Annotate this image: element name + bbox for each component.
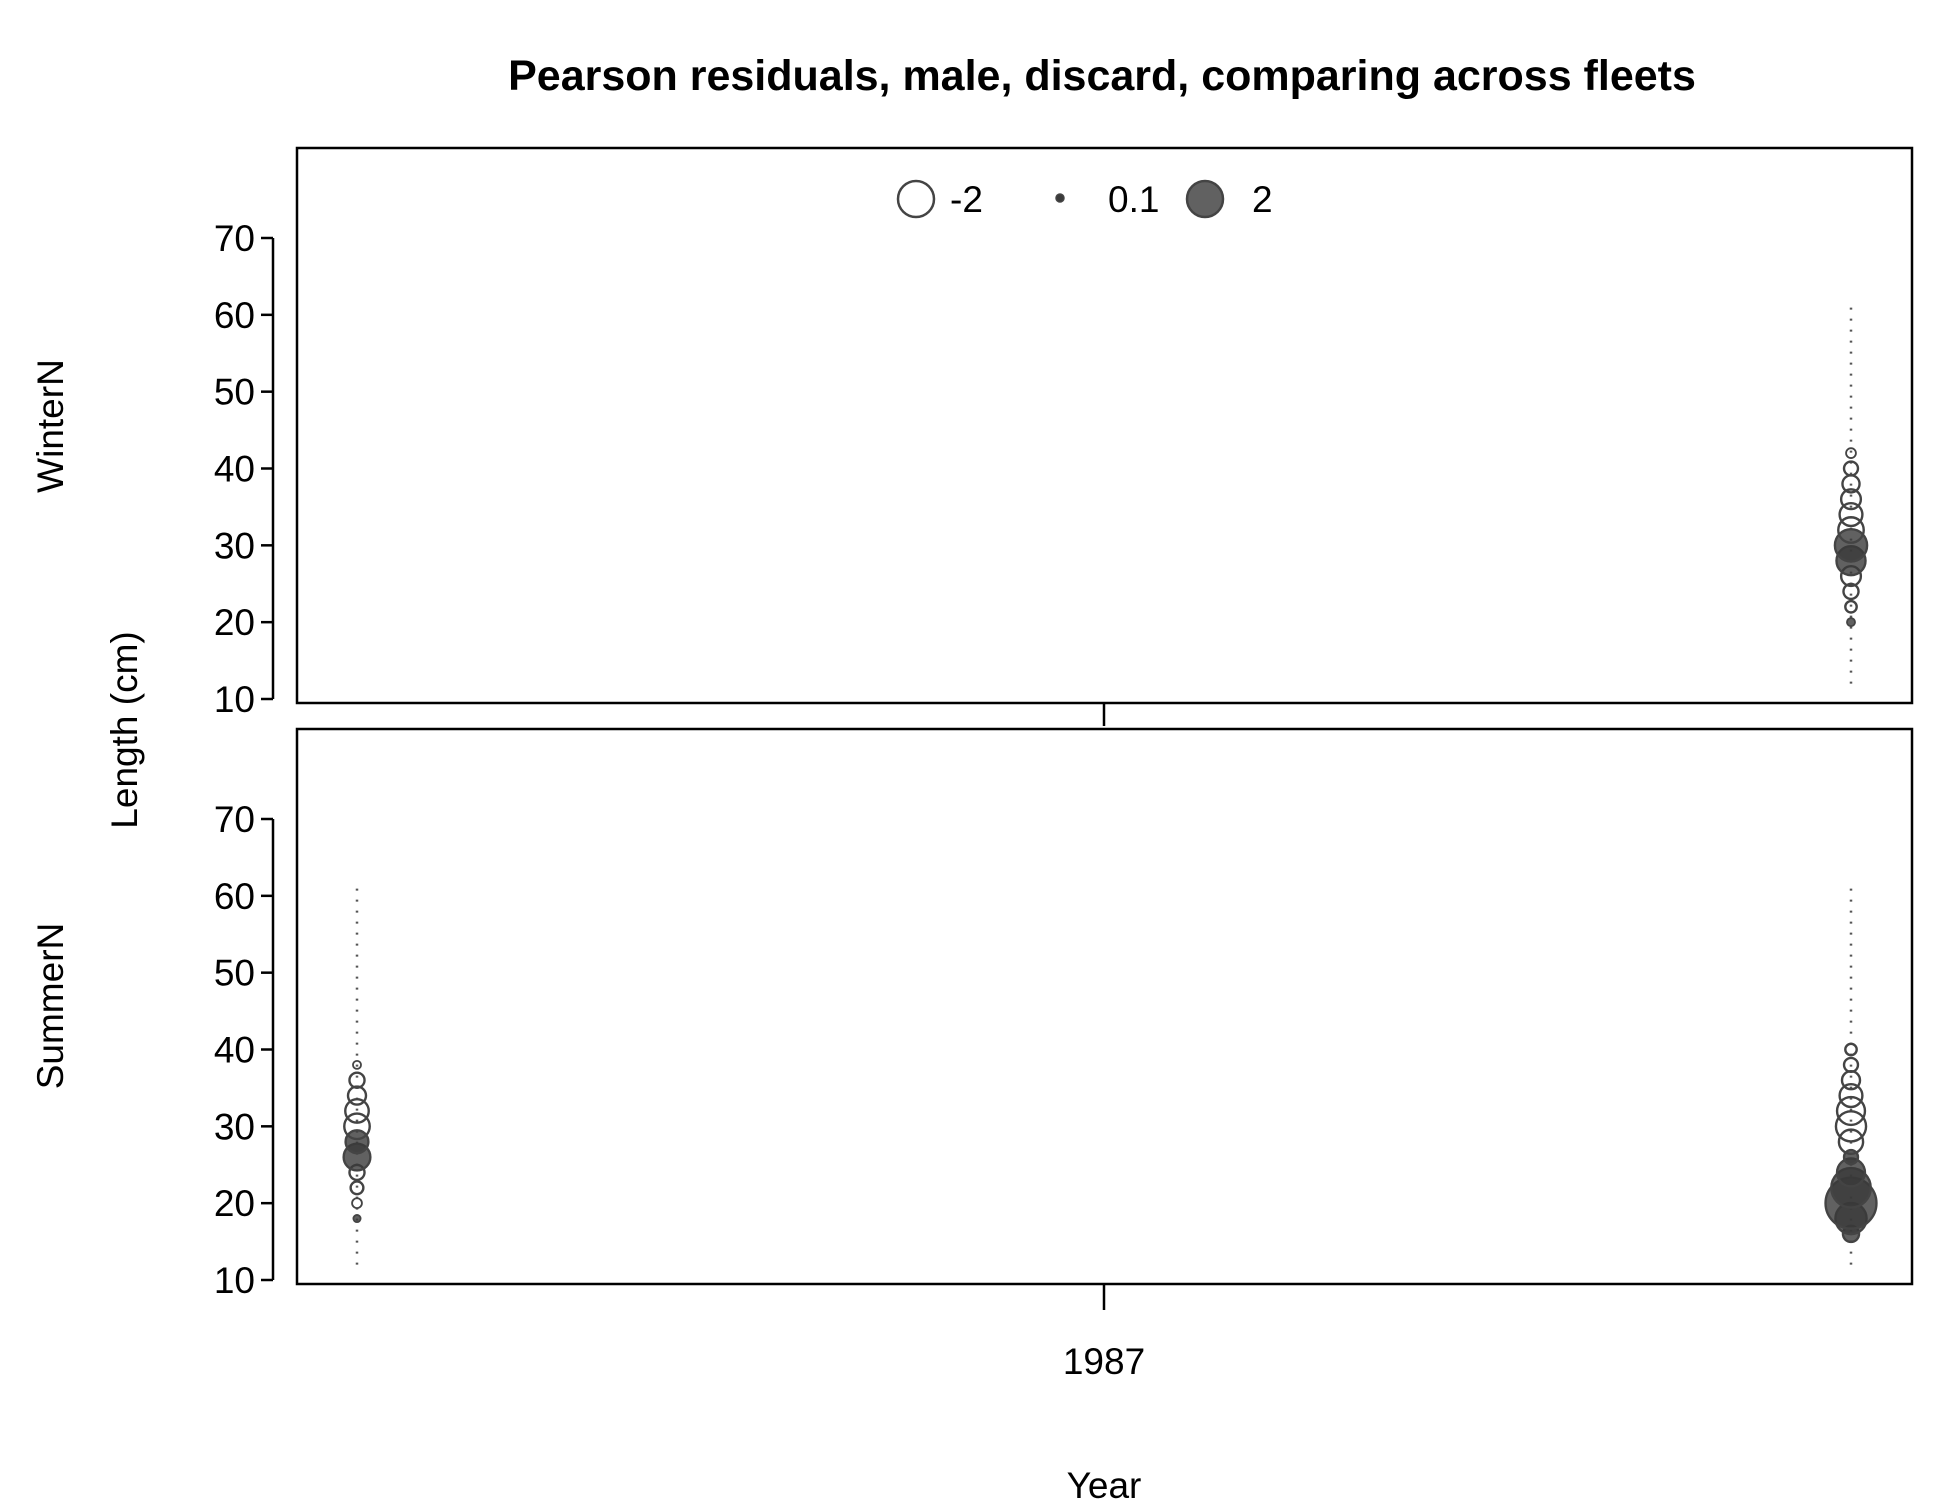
bubbles	[342, 299, 1878, 1265]
y-tick-label: 70	[214, 218, 255, 259]
bubble-point	[1837, 516, 1865, 544]
y-tick-label: 70	[214, 799, 255, 840]
legend-label-positive: 2	[1252, 179, 1273, 220]
y-axis-label: Length (cm)	[104, 631, 145, 828]
bubble-point	[1842, 1056, 1860, 1074]
bubble-point	[1842, 460, 1860, 477]
bubble-point	[1840, 1070, 1862, 1091]
bubble-point	[1833, 528, 1869, 563]
bubble-point	[1841, 474, 1861, 494]
bubble-point	[1839, 488, 1863, 511]
y-tick-label: 40	[214, 1030, 255, 1071]
y-tick-label: 40	[214, 449, 255, 490]
y-tick-label: 10	[214, 1260, 255, 1301]
bubble-point	[1834, 1110, 1868, 1143]
y-tick-label: 20	[214, 602, 255, 643]
bubble-point	[352, 1059, 362, 1070]
bubble-point	[349, 1180, 365, 1196]
y-axes: 10 20 30 40 50 60 70 10 20 30 40 50 60 70	[214, 218, 275, 1301]
bubble-point	[1835, 1095, 1867, 1127]
bubble-point	[346, 1085, 368, 1106]
x-tick-label: 1987	[1063, 1341, 1145, 1382]
panel-frame-winter	[295, 146, 1914, 705]
legend: -2 0.1 2	[896, 179, 1273, 220]
bubble-point	[1837, 1128, 1865, 1155]
y-tick-label: 60	[214, 295, 255, 336]
panel-label-summer: SummerN	[30, 923, 71, 1090]
y-tick-label: 10	[214, 679, 255, 720]
y-tick-label: 60	[214, 876, 255, 917]
bubble-point	[343, 1112, 371, 1141]
legend-label-negative: -2	[950, 179, 983, 220]
bubble-point	[344, 1129, 370, 1155]
bubble-point	[1846, 617, 1856, 628]
bubble-point	[1844, 1042, 1858, 1057]
bubble-point	[1842, 582, 1860, 601]
bubble-point	[1845, 447, 1857, 459]
bubble-point	[348, 1071, 366, 1089]
legend-symbol-positive	[1185, 179, 1225, 219]
y-tick-label: 50	[214, 953, 255, 994]
x-axis-label: Year	[1067, 1465, 1142, 1500]
y-tick-label: 30	[214, 525, 255, 566]
bubble-point	[351, 1197, 363, 1209]
bubble-point	[344, 1098, 370, 1124]
bubble-point	[1838, 502, 1864, 528]
y-tick-label: 20	[214, 1183, 255, 1224]
bubble-point	[1838, 1083, 1864, 1109]
bubble-point	[1844, 599, 1858, 614]
bubble-point	[352, 1214, 362, 1224]
y-tick-label: 50	[214, 372, 255, 413]
chart-title: Pearson residuals, male, discard, compar…	[508, 52, 1696, 100]
legend-label-small: 0.1	[1108, 179, 1159, 220]
panel-frame-summer	[295, 727, 1914, 1286]
legend-symbol-small	[1055, 193, 1065, 203]
panel-label-winter: WinterN	[30, 359, 71, 493]
legend-symbol-negative	[896, 179, 936, 219]
y-tick-label: 30	[214, 1106, 255, 1147]
